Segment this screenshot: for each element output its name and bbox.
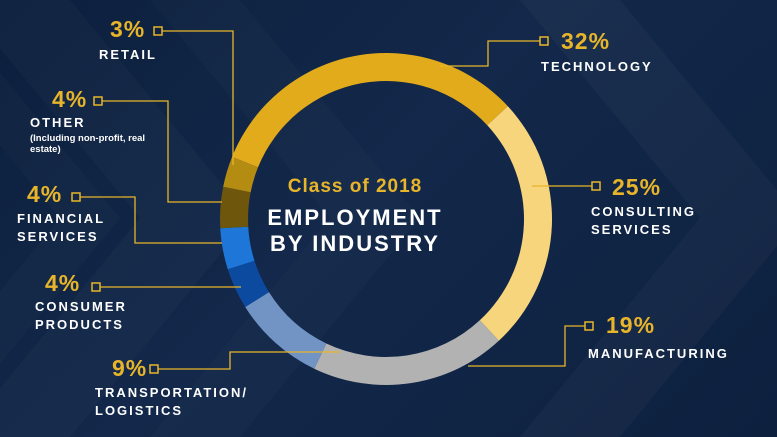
transportation-percent: 9% — [112, 355, 148, 381]
consulting-percent: 25% — [612, 174, 662, 200]
center-title-line2: BY INDUSTRY — [270, 231, 440, 256]
leader-line-retail — [162, 30, 234, 165]
slice-consulting — [479, 106, 552, 341]
leader-line-manufacturing — [468, 325, 585, 367]
other-label: OTHER — [30, 115, 86, 130]
transportation-label-line1: TRANSPORTATION/ — [95, 385, 249, 400]
leader-marker-transportation — [149, 364, 159, 374]
leader-marker-consulting — [591, 181, 601, 191]
technology-label: TECHNOLOGY — [541, 59, 653, 74]
consulting-label-line1: CONSULTING — [591, 204, 696, 219]
consumer-label-line1: CONSUMER — [35, 299, 127, 314]
other-percent: 4% — [52, 86, 88, 112]
leader-marker-financial — [71, 192, 81, 202]
slice-financial — [220, 226, 255, 270]
manufacturing-label: MANUFACTURING — [588, 346, 729, 361]
retail-percent: 3% — [110, 16, 146, 42]
leader-marker-manufacturing — [584, 321, 594, 331]
slice-manufacturing — [314, 320, 499, 385]
center-year-label: Class of 2018 — [287, 176, 423, 197]
leader-line-other — [102, 100, 222, 203]
leader-marker-technology — [539, 36, 549, 46]
leader-marker-retail — [153, 26, 163, 36]
retail-label: RETAIL — [99, 47, 157, 62]
leader-marker-consumer — [91, 282, 101, 292]
leader-line-transportation — [158, 351, 340, 370]
slice-technology — [232, 52, 508, 168]
slice-retail — [223, 156, 259, 193]
leader-line-technology — [440, 40, 540, 67]
slice-consumer — [227, 260, 269, 307]
manufacturing-percent: 19% — [606, 312, 656, 338]
consumer-percent: 4% — [45, 270, 81, 296]
transportation-label-line2: LOGISTICS — [95, 403, 184, 418]
financial-percent: 4% — [27, 181, 63, 207]
technology-percent: 32% — [561, 28, 611, 54]
consumer-label-line2: PRODUCTS — [35, 317, 124, 332]
slice-transportation — [245, 292, 327, 369]
financial-label-line1: FINANCIAL — [17, 211, 106, 226]
consulting-label-line2: SERVICES — [591, 222, 673, 237]
leader-line-financial — [80, 196, 222, 244]
slice-other — [220, 186, 251, 229]
financial-label-line2: SERVICES — [17, 229, 99, 244]
leader-marker-other — [93, 96, 103, 106]
other-note: (Including non-profit, real estate) — [30, 133, 146, 155]
center-title-line1: EMPLOYMENT — [267, 205, 443, 230]
